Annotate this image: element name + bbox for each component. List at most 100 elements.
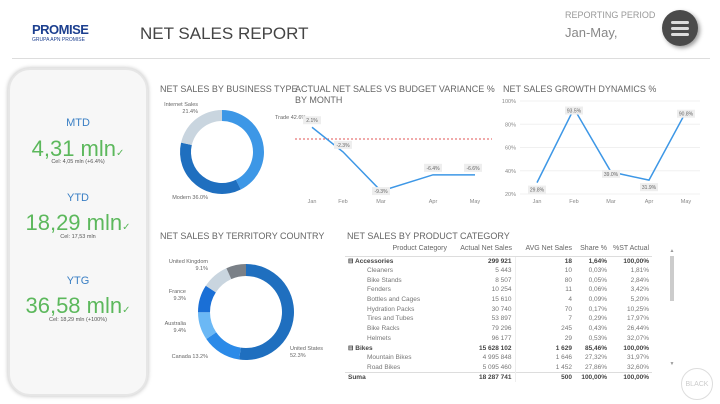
table-row: Bottles and Cages 15 610 4 0,09% 5,20% bbox=[345, 294, 652, 305]
data-label-bg bbox=[565, 106, 583, 115]
kpi-value-text: 4,31 mln bbox=[31, 136, 116, 161]
table-row: Bike Racks 79 296 245 0,43% 26,44% bbox=[345, 323, 652, 334]
check-icon: ✓ bbox=[116, 148, 125, 159]
back-button[interactable]: BLACK bbox=[681, 368, 713, 400]
table-cell: 299 921 bbox=[450, 256, 516, 266]
territory-chart-title: NET SALES BY TERRITORY COUNTRY bbox=[160, 231, 325, 241]
y-tick-label: 40% bbox=[505, 169, 516, 175]
table-row: ⊟ Accessories 299 921 18 1,64% 100,00% bbox=[345, 256, 652, 266]
data-label-bg bbox=[677, 109, 695, 118]
kpi-value-text: 18,29 mln bbox=[25, 210, 123, 235]
table-cell: Mountain Bikes bbox=[367, 354, 412, 362]
table-cell: Hydration Packs bbox=[367, 305, 415, 313]
data-label-bg bbox=[464, 163, 482, 172]
y-tick-label: 60% bbox=[505, 146, 516, 152]
table-row: Cleaners 5 443 10 0,03% 1,81% bbox=[345, 265, 652, 276]
donut-slice bbox=[181, 110, 222, 146]
table-cell: 10 bbox=[564, 267, 572, 275]
data-label: 2.1% bbox=[306, 118, 318, 124]
column-header[interactable]: %ST Actual bbox=[610, 242, 653, 257]
table-cell: Fenders bbox=[367, 286, 391, 294]
table-cell: 0,53% bbox=[588, 334, 607, 342]
table-cell: 27,86% bbox=[584, 363, 607, 371]
column-header[interactable]: Share % bbox=[575, 242, 610, 257]
kpi-mtd-label: MTD bbox=[66, 117, 90, 129]
table-cell: 15 628 102 bbox=[450, 343, 516, 353]
data-label: 31.9% bbox=[642, 185, 657, 191]
slice-label: 9.1% bbox=[195, 266, 208, 272]
kpi-ytd-value: 18,29 mln✓ bbox=[8, 210, 148, 236]
x-tick-label: Feb bbox=[569, 199, 578, 205]
table-cell: 18 287 741 bbox=[450, 371, 516, 382]
table-cell: 0,09% bbox=[588, 296, 607, 304]
menu-icon-bar bbox=[671, 32, 689, 36]
table-cell: 7 bbox=[568, 315, 572, 323]
kpi-mtd-value: 4,31 mln✓ bbox=[8, 136, 148, 162]
table-cell: Tires and Tubes bbox=[367, 315, 414, 323]
table-cell: 10 254 bbox=[450, 285, 516, 295]
kpi-mtd-target: Cel: 4,05 mln (+6.4%) bbox=[51, 159, 105, 165]
table-scrollbar[interactable]: ▲ ▼ bbox=[669, 248, 675, 373]
hamburger-menu-button[interactable] bbox=[662, 10, 698, 46]
table-cell: 30 740 bbox=[450, 304, 516, 315]
table-cell: 0,06% bbox=[588, 286, 607, 294]
column-header[interactable]: Actual Net Sales bbox=[450, 242, 515, 257]
slice-label: 9.3% bbox=[173, 296, 186, 302]
table-cell: 100,00% bbox=[623, 257, 650, 265]
table-row: Suma 18 287 741 500 100,00% 100,00% bbox=[345, 371, 653, 382]
column-header[interactable]: Product Category bbox=[345, 242, 450, 257]
table-cell: 32,60% bbox=[627, 363, 650, 371]
table-cell[interactable]: ⊟ Accessories bbox=[348, 258, 394, 266]
table-cell: 96 177 bbox=[450, 333, 516, 344]
kpi-ytd-target: Cel: 17,53 mln bbox=[60, 234, 96, 240]
table-cell: 5 095 460 bbox=[450, 362, 516, 373]
table-cell: Bottles and Cages bbox=[367, 296, 421, 304]
table-cell: 80 bbox=[564, 276, 572, 284]
table-cell: 8 507 bbox=[450, 275, 516, 286]
data-label-bg bbox=[424, 163, 442, 172]
table-cell: 1 452 bbox=[555, 363, 572, 371]
table-cell: Cleaners bbox=[367, 267, 394, 275]
kpi-panel bbox=[8, 68, 148, 396]
table-cell: 18 bbox=[564, 257, 572, 265]
page-title: NET SALES REPORT bbox=[140, 24, 309, 43]
data-label: -6.6% bbox=[466, 166, 480, 172]
table-cell: 100,00% bbox=[610, 371, 653, 382]
data-label: 93.5% bbox=[567, 109, 582, 115]
reporting-period-value[interactable]: Jan-May, bbox=[565, 25, 618, 40]
scroll-up-icon[interactable]: ▲ bbox=[669, 248, 675, 254]
data-label: 29.8% bbox=[530, 188, 545, 194]
table-row: Road Bikes 5 095 460 1 452 27,86% 32,60% bbox=[345, 362, 652, 373]
table-cell: 4 bbox=[568, 296, 572, 304]
data-label-bg bbox=[334, 140, 352, 149]
table-cell: Suma bbox=[345, 371, 450, 382]
table-cell: 100,00% bbox=[623, 344, 650, 352]
table-cell: 29 bbox=[564, 334, 572, 342]
table-row: Bike Stands 8 507 80 0,05% 2,84% bbox=[345, 275, 652, 286]
table-cell: 53 897 bbox=[450, 314, 516, 324]
data-label-bg bbox=[602, 169, 620, 178]
table-cell: 2,84% bbox=[630, 276, 650, 284]
table-cell: 245 bbox=[561, 325, 572, 333]
table-row: Hydration Packs 30 740 70 0,17% 10,25% bbox=[345, 304, 652, 315]
data-label-bg bbox=[528, 185, 546, 194]
table-cell: 70 bbox=[564, 305, 572, 313]
table-cell: 100,00% bbox=[575, 371, 610, 382]
table-cell: 1 646 bbox=[555, 354, 572, 362]
donut-slice bbox=[205, 268, 232, 293]
table-cell[interactable]: ⊟ Bikes bbox=[348, 345, 373, 353]
business-type-chart-title: NET SALES BY BUSINESS TYPE bbox=[160, 84, 298, 94]
data-label: -6.4% bbox=[426, 166, 440, 172]
kpi-ytg-label: YTG bbox=[66, 275, 90, 287]
table-cell: 500 bbox=[515, 371, 575, 382]
scroll-thumb[interactable] bbox=[670, 256, 674, 301]
column-header[interactable]: AVG Net Sales bbox=[515, 242, 575, 257]
x-tick-label: Mar bbox=[606, 199, 616, 205]
slice-label: United States bbox=[290, 346, 323, 352]
slice-label: France bbox=[169, 289, 186, 295]
donut-slice bbox=[206, 332, 241, 360]
variance-chart-title: ACTUAL NET SALES VS BUDGET VARIANCE % BY… bbox=[295, 84, 495, 105]
kpi-value-text: 36,58 mln bbox=[25, 293, 123, 318]
variance-line bbox=[311, 126, 475, 192]
scroll-down-icon[interactable]: ▼ bbox=[669, 361, 675, 367]
